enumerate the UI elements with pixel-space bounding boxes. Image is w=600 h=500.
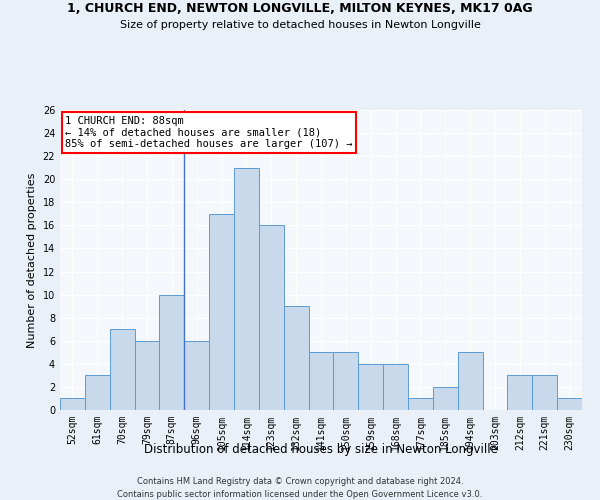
Bar [458, 352, 482, 410]
Bar [184, 341, 209, 410]
Bar [134, 341, 160, 410]
Bar [209, 214, 234, 410]
Text: Size of property relative to detached houses in Newton Longville: Size of property relative to detached ho… [119, 20, 481, 30]
Bar [85, 376, 110, 410]
Text: 1 CHURCH END: 88sqm
← 14% of detached houses are smaller (18)
85% of semi-detach: 1 CHURCH END: 88sqm ← 14% of detached ho… [65, 116, 353, 149]
Bar [234, 168, 259, 410]
Bar [508, 376, 532, 410]
Bar [433, 387, 458, 410]
Bar [334, 352, 358, 410]
Text: Contains HM Land Registry data © Crown copyright and database right 2024.: Contains HM Land Registry data © Crown c… [137, 478, 463, 486]
Bar [408, 398, 433, 410]
Bar [383, 364, 408, 410]
Y-axis label: Number of detached properties: Number of detached properties [27, 172, 37, 348]
Bar [284, 306, 308, 410]
Bar [160, 294, 184, 410]
Bar [110, 329, 134, 410]
Bar [308, 352, 334, 410]
Bar [532, 376, 557, 410]
Bar [60, 398, 85, 410]
Bar [557, 398, 582, 410]
Bar [358, 364, 383, 410]
Text: Contains public sector information licensed under the Open Government Licence v3: Contains public sector information licen… [118, 490, 482, 499]
Bar [259, 226, 284, 410]
Text: 1, CHURCH END, NEWTON LONGVILLE, MILTON KEYNES, MK17 0AG: 1, CHURCH END, NEWTON LONGVILLE, MILTON … [67, 2, 533, 16]
Text: Distribution of detached houses by size in Newton Longville: Distribution of detached houses by size … [144, 442, 498, 456]
